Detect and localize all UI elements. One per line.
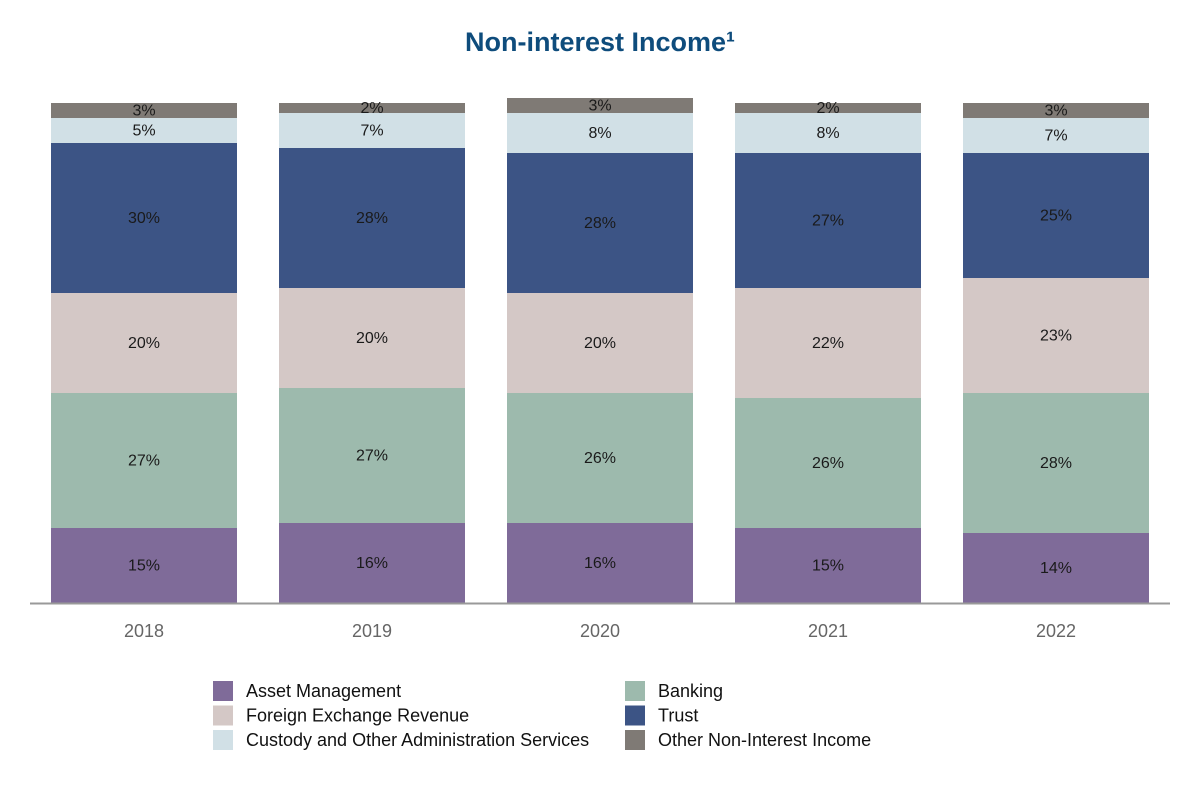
bar-segment [735,288,921,398]
legend-label: Foreign Exchange Revenue [246,705,469,725]
data-label: 15% [812,558,844,575]
bar-segment [963,103,1149,118]
data-label: 5% [132,123,155,140]
bar-segment [279,148,465,288]
bar-segment [279,388,465,523]
bar-segment [51,103,237,118]
data-label: 20% [128,335,160,352]
data-label: 22% [812,335,844,352]
data-label: 28% [356,210,388,227]
data-label: 27% [356,448,388,465]
bar-segment [963,533,1149,603]
data-label: 8% [588,125,611,142]
x-tick-label: 2022 [1036,621,1076,641]
data-label: 16% [584,555,616,572]
bar-segment [507,153,693,293]
bar-segment [963,278,1149,393]
data-label: 2% [360,100,383,117]
data-label: 3% [132,103,155,120]
bar-segment [279,523,465,603]
data-label: 8% [816,125,839,142]
legend-swatch [213,705,233,726]
bar-segment [507,293,693,393]
data-label: 23% [1040,328,1072,345]
data-label: 27% [128,453,160,470]
data-label: 7% [360,123,383,140]
x-tick-label: 2019 [352,621,392,641]
bar-segment [735,398,921,528]
bar-segment [51,143,237,293]
data-label: 7% [1044,128,1067,145]
legend-label: Other Non-Interest Income [658,730,871,750]
data-label: 14% [1040,560,1072,577]
bar-segment [735,113,921,153]
data-label: 26% [812,455,844,472]
legend-swatch [625,705,645,726]
bar-segment [279,113,465,148]
bar-segment [735,153,921,288]
data-label: 2% [816,100,839,117]
data-label: 20% [356,330,388,347]
bar-segment [51,528,237,603]
x-tick-label: 2021 [808,621,848,641]
legend-swatch [625,730,645,750]
data-label: 3% [588,98,611,115]
bar-segment [507,523,693,603]
legend-label: Asset Management [246,681,401,701]
bar-segment [507,393,693,523]
bar-segment [507,98,693,113]
bar-segment [963,393,1149,533]
bar-segment [735,103,921,113]
data-label: 16% [356,555,388,572]
x-tick-label: 2020 [580,621,620,641]
legend-label: Banking [658,681,723,701]
bar-segment [51,393,237,528]
legend-label: Custody and Other Administration Service… [246,730,589,750]
legend-swatch [213,730,233,750]
data-label: 25% [1040,208,1072,225]
data-label: 3% [1044,103,1067,120]
data-label: 26% [584,450,616,467]
data-label: 27% [812,213,844,230]
x-tick-label: 2018 [124,621,164,641]
chart-title: Non-interest Income¹ [465,27,735,57]
bar-segment [963,118,1149,153]
bar-segment [279,288,465,388]
bar-segment [51,293,237,393]
data-label: 20% [584,335,616,352]
legend-label: Trust [658,705,698,725]
bar-segment [51,118,237,143]
bar-segment [735,528,921,603]
legend-swatch [625,681,645,701]
data-label: 30% [128,210,160,227]
legend-swatch [213,681,233,701]
data-label: 28% [584,215,616,232]
data-label: 15% [128,558,160,575]
bar-segment [507,113,693,153]
bar-segment [279,103,465,113]
data-label: 28% [1040,455,1072,472]
bar-segment [963,153,1149,278]
